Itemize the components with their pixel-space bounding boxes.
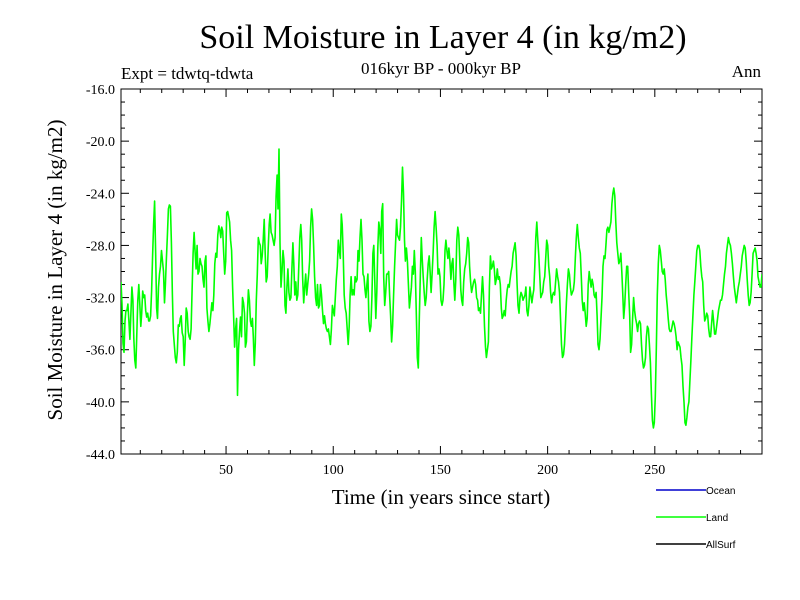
y-tick-label: -20.0 bbox=[86, 135, 115, 150]
legend-label-ocean: Ocean bbox=[706, 486, 735, 497]
y-tick-label: -36.0 bbox=[86, 344, 115, 359]
series-line-land bbox=[121, 148, 762, 429]
chart-title: Soil Moisture in Layer 4 (in kg/m2) bbox=[199, 19, 686, 56]
y-tick-label: -28.0 bbox=[86, 239, 115, 254]
plot-area bbox=[120, 88, 763, 455]
y-tick-label: -44.0 bbox=[86, 448, 115, 463]
x-tick-label: 200 bbox=[537, 463, 558, 478]
x-axis-label: Time (in years since start) bbox=[332, 485, 551, 509]
legend-label-land: Land bbox=[706, 513, 728, 524]
x-tick-label: 100 bbox=[323, 463, 344, 478]
x-axis: 50 100 150 200 250 bbox=[139, 89, 742, 478]
x-tick-label: 150 bbox=[430, 463, 451, 478]
season-label: Ann bbox=[732, 62, 762, 81]
y-tick-label: -16.0 bbox=[86, 83, 115, 98]
y-axis: -44.0 -40.0 -36.0 -32.0 -28.0 -24.0 -20.0 -16.0 bbox=[86, 83, 762, 463]
x-tick-label: 250 bbox=[644, 463, 665, 478]
legend: Ocean Land AllSurf bbox=[656, 486, 736, 551]
experiment-label: Expt = tdwtq-tdwta bbox=[121, 64, 254, 83]
y-tick-label: -32.0 bbox=[86, 292, 115, 307]
series-group bbox=[121, 148, 762, 429]
y-axis-label: Soil Moisture in Layer 4 (in kg/m2) bbox=[43, 120, 67, 421]
plot-frame bbox=[120, 88, 763, 455]
y-tick-label: -24.0 bbox=[86, 187, 115, 202]
x-tick-label: 50 bbox=[219, 463, 233, 478]
legend-label-allsurf: AllSurf bbox=[706, 540, 736, 551]
y-tick-label: -40.0 bbox=[86, 396, 115, 411]
chart-subtitle: 016kyr BP - 000kyr BP bbox=[361, 59, 521, 78]
